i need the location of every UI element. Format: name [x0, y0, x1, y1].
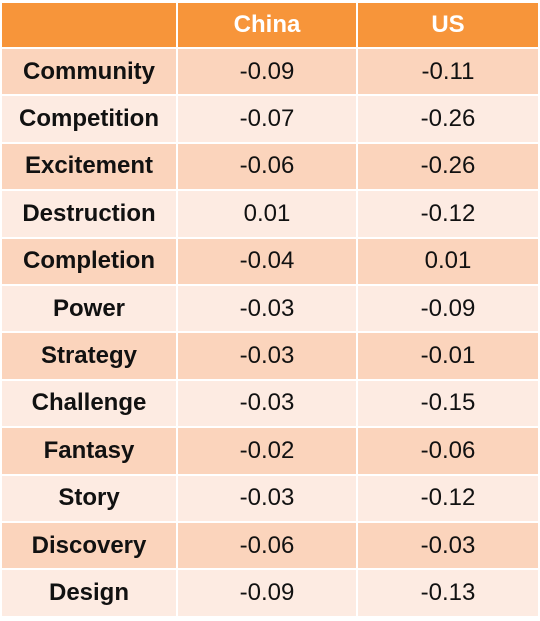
china-value: -0.07 — [178, 96, 358, 144]
us-value: -0.03 — [358, 522, 538, 571]
row-label: Fantasy — [2, 428, 178, 476]
row-label: Power — [2, 285, 178, 334]
china-value: -0.06 — [178, 522, 358, 571]
header-blank-cell — [2, 3, 178, 49]
us-value: -0.26 — [358, 96, 538, 144]
correlation-table: China US Community -0.09 -0.11 Competition -… — [2, 3, 538, 618]
row-label: Design — [2, 570, 178, 618]
row-label: Story — [2, 475, 178, 523]
header-china: China — [178, 3, 358, 49]
row-label: Discovery — [2, 522, 178, 571]
header-us: US — [358, 3, 538, 49]
us-value: -0.12 — [358, 191, 538, 239]
us-value: -0.15 — [358, 380, 538, 429]
row-label: Destruction — [2, 191, 178, 239]
china-value: -0.03 — [178, 333, 358, 381]
us-value: 0.01 — [358, 238, 538, 286]
china-value: 0.01 — [178, 191, 358, 239]
china-value: -0.09 — [178, 570, 358, 618]
row-label: Competition — [2, 96, 178, 144]
us-value: -0.11 — [358, 49, 538, 97]
row-label: Strategy — [2, 333, 178, 381]
row-label: Excitement — [2, 143, 178, 192]
us-value: -0.09 — [358, 285, 538, 334]
china-value: -0.03 — [178, 380, 358, 429]
row-label: Challenge — [2, 380, 178, 429]
china-value: -0.09 — [178, 49, 358, 97]
us-value: -0.13 — [358, 570, 538, 618]
row-label: Community — [2, 49, 178, 97]
us-value: -0.26 — [358, 143, 538, 192]
china-value: -0.06 — [178, 143, 358, 192]
us-value: -0.06 — [358, 428, 538, 476]
china-value: -0.03 — [178, 285, 358, 334]
china-value: -0.02 — [178, 428, 358, 476]
row-label: Completion — [2, 238, 178, 286]
us-value: -0.12 — [358, 475, 538, 523]
china-value: -0.03 — [178, 475, 358, 523]
us-value: -0.01 — [358, 333, 538, 381]
china-value: -0.04 — [178, 238, 358, 286]
